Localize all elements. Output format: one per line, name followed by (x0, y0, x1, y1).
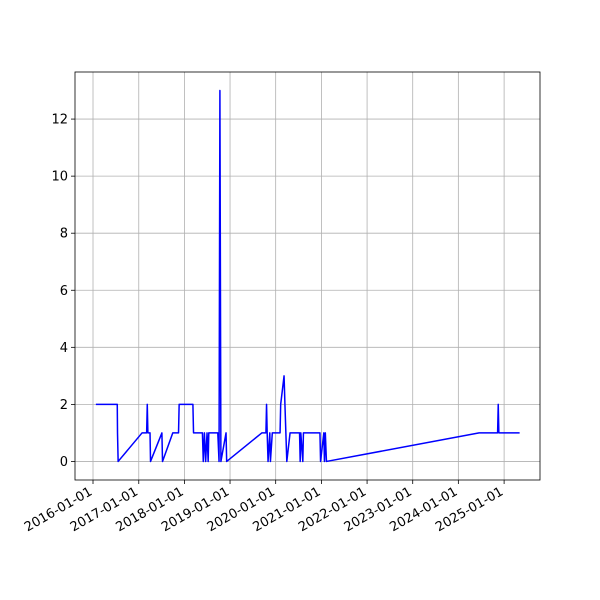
y-tick-label: 6 (60, 284, 68, 299)
y-tick-label: 12 (51, 113, 68, 128)
data-line (95, 89, 520, 463)
plot-frame (74, 71, 541, 481)
y-tick-label: 8 (60, 227, 68, 242)
y-tick-label: 4 (60, 341, 68, 356)
y-tick-label: 10 (51, 170, 68, 185)
y-tick-label: 2 (60, 398, 68, 413)
y-tick-label: 0 (60, 455, 68, 470)
